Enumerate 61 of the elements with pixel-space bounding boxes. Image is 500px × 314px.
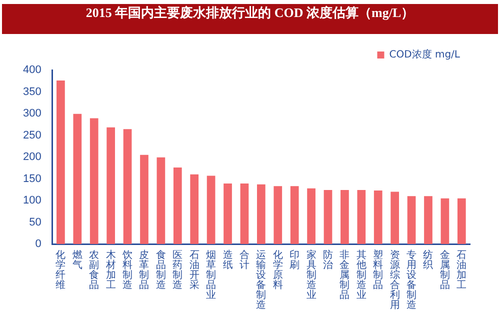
x-tick-label: 印刷 bbox=[290, 248, 300, 271]
bar bbox=[290, 186, 299, 244]
x-tick-label: 石油开采 bbox=[189, 250, 200, 291]
x-tick-label: 专用设备制造 bbox=[406, 248, 417, 311]
bar bbox=[390, 192, 399, 244]
x-tick-label: 合计 bbox=[239, 248, 250, 271]
x-tick-label: 家具制造业 bbox=[306, 248, 316, 301]
y-tick-label: 200 bbox=[22, 151, 42, 164]
y-tick-label: 250 bbox=[22, 129, 42, 142]
bar bbox=[440, 198, 450, 244]
bar bbox=[357, 190, 366, 244]
x-tick-label: 石油加工 bbox=[456, 250, 467, 291]
x-tick-label: 烟草制品业 bbox=[206, 248, 216, 301]
x-tick-label: 医药制造 bbox=[172, 250, 183, 291]
bar bbox=[307, 188, 316, 244]
x-tick-label: 防治 bbox=[323, 248, 333, 271]
y-tick-label: 150 bbox=[22, 172, 42, 185]
x-tick-label: 非金属制品 bbox=[340, 248, 350, 301]
bar bbox=[274, 186, 282, 244]
x-tick-label: 造纸 bbox=[222, 248, 233, 271]
x-tick-label: 木材加工 bbox=[104, 248, 116, 291]
bar bbox=[56, 80, 65, 244]
legend-label: COD浓度 mg/L bbox=[389, 48, 460, 61]
chart-title: 2015 年国内主要废水排放行业的 COD 浓度估算（mg/L） bbox=[2, 4, 498, 34]
x-tick-label: 化学原料 bbox=[272, 248, 283, 291]
x-tick-label: 其他制造业 bbox=[356, 248, 366, 301]
x-tick-label: 运输设备制造 bbox=[256, 248, 266, 311]
x-tick-label: 食品制造 bbox=[156, 248, 166, 291]
y-tick-label: 50 bbox=[29, 216, 42, 228]
bar bbox=[73, 114, 82, 244]
y-tick-label: 100 bbox=[22, 194, 42, 207]
bar bbox=[90, 118, 98, 244]
bar bbox=[156, 157, 166, 244]
bar bbox=[374, 190, 382, 244]
bar bbox=[173, 167, 182, 244]
bar bbox=[206, 176, 216, 244]
bar bbox=[123, 129, 132, 244]
bar bbox=[240, 184, 249, 244]
y-tick-label: 300 bbox=[22, 108, 42, 120]
bar bbox=[424, 196, 432, 244]
bar bbox=[190, 174, 199, 244]
bar bbox=[407, 196, 416, 244]
bar bbox=[257, 184, 266, 244]
x-tick-label: 饮料制造 bbox=[122, 250, 133, 291]
x-tick-label: 化学纤维 bbox=[56, 248, 66, 291]
y-tick-label: 400 bbox=[22, 64, 42, 76]
x-tick-label: 金属制品 bbox=[440, 248, 450, 291]
x-tick-label: 农副食品 bbox=[89, 250, 100, 291]
y-tick-label: 0 bbox=[35, 238, 42, 250]
bar bbox=[224, 184, 232, 244]
y-tick-label: 350 bbox=[22, 86, 42, 98]
bar bbox=[340, 190, 349, 244]
x-tick-label: 纺织 bbox=[423, 248, 434, 271]
bar bbox=[140, 154, 148, 244]
bar bbox=[106, 127, 115, 244]
x-tick-label: 资源综合利用 bbox=[390, 248, 400, 311]
bar bbox=[324, 190, 332, 244]
x-tick-label: 塑料制品 bbox=[373, 248, 384, 291]
bar bbox=[457, 198, 466, 244]
x-tick-label: 皮革制品 bbox=[139, 248, 150, 291]
x-tick-label: 燃气 bbox=[72, 248, 82, 271]
